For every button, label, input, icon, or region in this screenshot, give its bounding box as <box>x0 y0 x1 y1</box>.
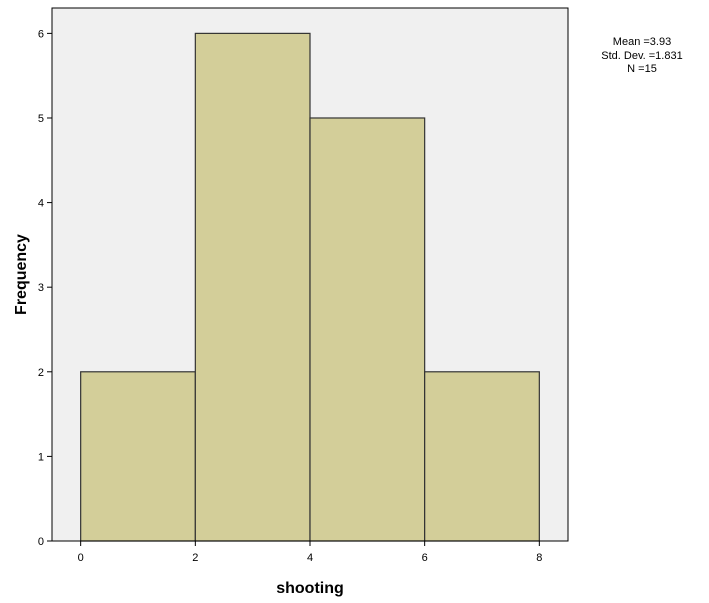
y-tick-label: 1 <box>38 451 44 463</box>
bars-group <box>80 32 540 542</box>
histogram-bar <box>309 117 426 542</box>
y-axis-title: Frequency <box>13 234 30 315</box>
stat-mean: Mean =3.93 <box>613 36 671 48</box>
y-tick-label: 6 <box>38 28 44 40</box>
y-tick-label: 0 <box>38 536 44 548</box>
stat-n: N =15 <box>627 63 657 75</box>
x-tick-label: 4 <box>307 552 313 564</box>
statistics-annotation: Mean =3.93 Std. Dev. =1.831 N =15 <box>601 36 682 75</box>
histogram-bar <box>194 32 311 542</box>
y-tick-label: 5 <box>38 113 44 125</box>
x-tick-label: 2 <box>192 552 198 564</box>
histogram-bar <box>424 371 540 542</box>
x-tick-label: 6 <box>422 552 428 564</box>
y-axis: 0 1 2 3 4 5 6 <box>38 28 52 548</box>
y-tick-label: 3 <box>38 282 44 294</box>
stat-std-dev: Std. Dev. =1.831 <box>601 50 682 62</box>
y-tick-label: 4 <box>38 198 44 210</box>
x-tick-label: 8 <box>536 552 542 564</box>
x-axis: 0 2 4 6 8 <box>78 541 542 564</box>
x-axis-title: shooting <box>276 580 344 597</box>
histogram-bar <box>80 371 196 542</box>
x-tick-label: 0 <box>78 552 84 564</box>
y-tick-label: 2 <box>38 367 44 379</box>
